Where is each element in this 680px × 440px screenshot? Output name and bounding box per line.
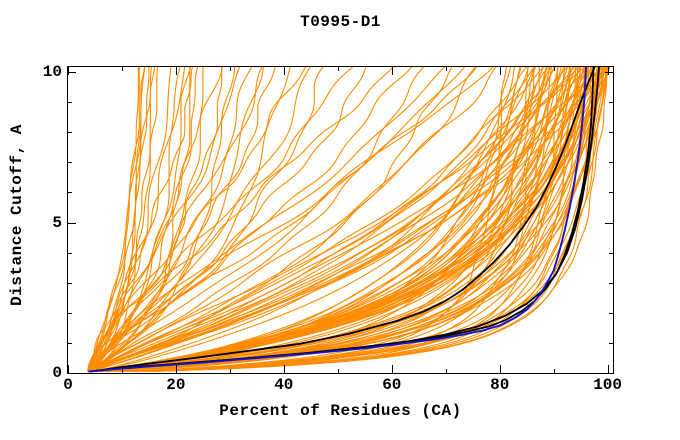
model-curve: [87, 67, 241, 372]
model-curve: [87, 67, 354, 372]
x-tick-label: 80: [490, 376, 510, 394]
model-curve: [104, 67, 585, 373]
model-curve: [89, 67, 477, 372]
y-tick-label: 10: [42, 63, 62, 82]
model-curve: [89, 67, 575, 372]
model-curve: [86, 67, 139, 372]
model-curve: [101, 67, 562, 373]
model-curve: [136, 67, 508, 373]
model-curve: [103, 67, 610, 373]
blue-model: [88, 67, 587, 373]
model-curve: [86, 67, 153, 372]
model-curve: [91, 67, 476, 372]
model-curve: [96, 67, 555, 373]
model-curve: [91, 67, 568, 372]
model-curve: [87, 67, 394, 372]
model-curve: [88, 67, 223, 372]
x-tick-label: 20: [166, 376, 186, 394]
model-curve: [88, 67, 194, 372]
model-curve: [95, 67, 610, 373]
model-curve: [90, 67, 159, 372]
model-curve: [90, 67, 497, 372]
model-curve: [93, 67, 544, 372]
model-curve: [116, 67, 602, 373]
black-baseline-2: [90, 67, 596, 373]
model-curve: [101, 67, 608, 373]
model-curve: [98, 67, 585, 373]
model-curve: [87, 67, 186, 372]
model-curve: [90, 67, 146, 372]
model-curve: [152, 67, 608, 373]
model-curve: [89, 67, 424, 372]
model-curve: [142, 67, 540, 373]
model-curve: [91, 67, 192, 372]
model-curve: [87, 67, 494, 372]
model-curve: [120, 67, 606, 373]
x-tick-label: 100: [593, 376, 622, 394]
model-curve: [91, 67, 604, 372]
model-curve: [89, 67, 413, 372]
model-curve: [90, 67, 156, 372]
model-curve: [103, 67, 611, 373]
model-curve: [90, 67, 324, 372]
model-curve: [96, 67, 559, 373]
model-curve: [90, 67, 306, 372]
x-tick-label: 40: [274, 376, 294, 394]
model-curve: [99, 67, 537, 373]
model-curve: [88, 67, 263, 372]
model-curve: [94, 67, 536, 373]
model-curve: [91, 67, 579, 373]
model-curve: [150, 67, 604, 373]
y-tick-label: 0: [52, 364, 62, 382]
y-tick-label: 5: [52, 213, 62, 232]
model-curve: [107, 67, 569, 373]
plot-title: T0995-D1: [300, 13, 381, 31]
x-tick-label: 60: [382, 376, 402, 394]
model-curve: [93, 67, 236, 372]
model-curve: [92, 67, 586, 372]
model-curve: [109, 67, 608, 373]
model-curve: [91, 67, 528, 372]
model-curve: [90, 67, 445, 372]
model-curve: [91, 67, 590, 373]
model-curve: [118, 67, 571, 373]
model-curve: [91, 67, 264, 372]
model-curve: [87, 67, 311, 372]
x-tick-label: 0: [63, 376, 73, 394]
x-axis-label: Percent of Residues (CA): [219, 402, 462, 420]
model-curve: [90, 67, 367, 372]
model-curve: [101, 67, 515, 373]
model-curve: [99, 67, 547, 373]
model-curve: [91, 67, 549, 373]
plot-border: [67, 66, 614, 374]
model-curve: [89, 67, 465, 372]
